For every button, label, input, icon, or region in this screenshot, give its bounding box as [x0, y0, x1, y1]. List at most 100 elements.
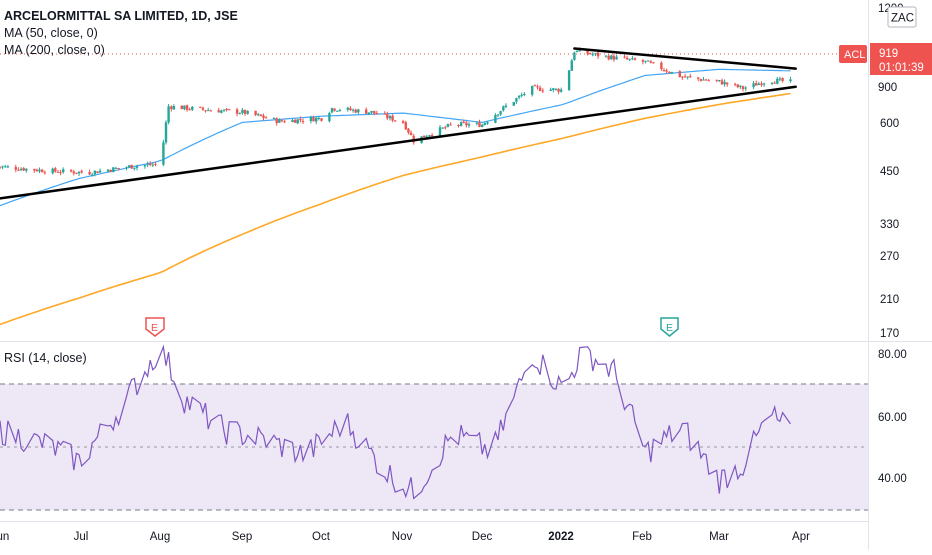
candle-body [776, 78, 779, 84]
candle-body [704, 79, 708, 81]
candle [496, 114, 500, 118]
symbol-title[interactable]: ARCELORMITTAL SA LIMITED, 1D, JSE [4, 9, 238, 23]
candle-body [504, 105, 508, 107]
earnings-marker-1-label: E [151, 322, 158, 334]
x-tick-oct: Oct [312, 531, 331, 543]
candle [707, 78, 710, 82]
candle-body [549, 89, 552, 91]
rsi-legend[interactable]: RSI (14, close) [4, 351, 87, 365]
candle [133, 167, 136, 171]
candle [207, 107, 210, 112]
candle-body [320, 118, 323, 121]
candle [349, 106, 352, 111]
ma200-legend[interactable]: MA (200, close, 0) [4, 43, 105, 57]
candle-body [241, 110, 244, 113]
candle-body [133, 167, 136, 169]
candle-body [423, 135, 426, 138]
candle-body [607, 55, 610, 60]
candle [91, 172, 94, 177]
candle-body [752, 83, 755, 88]
candle [607, 54, 610, 61]
candle [573, 51, 576, 61]
candle-body [315, 117, 318, 122]
candle-body [262, 115, 265, 118]
candle-body [631, 58, 634, 60]
trendline-support[interactable] [0, 85, 797, 200]
candle [504, 103, 508, 109]
candle-body [246, 111, 249, 114]
rsi-line[interactable] [0, 344, 791, 500]
candle [623, 54, 626, 59]
candle [125, 166, 128, 171]
y-tick-450: 450 [880, 166, 899, 178]
candle-body [401, 121, 405, 123]
candle-body [404, 122, 407, 130]
candle [370, 110, 373, 114]
currency-badge[interactable] [887, 6, 917, 28]
ticker-badge [839, 45, 867, 63]
candle [367, 112, 371, 116]
candle [697, 77, 700, 82]
candle-body [594, 53, 597, 55]
candle [296, 119, 299, 125]
candle [549, 87, 552, 92]
candle [681, 76, 684, 80]
candle [425, 134, 428, 138]
candle-body [615, 56, 618, 60]
candle [106, 169, 110, 173]
candle-body [481, 124, 484, 127]
candle-body [391, 115, 394, 121]
y-tick-210: 210 [880, 294, 899, 306]
candle [330, 107, 334, 114]
candle-body [375, 113, 378, 115]
candle-body [778, 78, 782, 80]
earnings-marker-1[interactable]: E [145, 317, 165, 337]
candle [715, 79, 718, 83]
x-tick-apr: Apr [792, 531, 810, 543]
ma50-legend[interactable]: MA (50, close, 0) [4, 26, 98, 40]
candle-body [610, 55, 613, 60]
candle-body [259, 114, 263, 117]
candle [317, 116, 320, 121]
candle [143, 164, 147, 169]
candle-body [220, 110, 223, 113]
candle-body [660, 62, 663, 70]
candle-body [257, 114, 260, 116]
candle-body [222, 109, 226, 111]
candle-body [575, 50, 579, 52]
trendlines-layer[interactable] [0, 47, 797, 200]
candle-body [512, 102, 515, 106]
candle-body [723, 81, 726, 85]
candle-body [520, 94, 523, 96]
x-tick-jul: Jul [74, 531, 89, 543]
candle-body [188, 109, 191, 111]
candle [6, 164, 10, 169]
trendline-resistance[interactable] [573, 47, 797, 70]
ma200-line[interactable] [0, 92, 791, 326]
candle-body [272, 118, 276, 119]
candle [520, 92, 523, 98]
candle-body [56, 171, 60, 173]
candle-body [425, 136, 428, 138]
candle [628, 58, 631, 62]
candle-body [312, 117, 315, 122]
candle [641, 58, 645, 65]
candle [407, 128, 410, 135]
candle-body [428, 135, 431, 137]
candle-body [699, 79, 703, 81]
candle-body [741, 86, 745, 90]
candle-body [149, 163, 152, 165]
candle [222, 109, 226, 113]
candle [238, 112, 241, 115]
candle [591, 52, 594, 57]
candle [96, 171, 99, 174]
candle-body [370, 111, 373, 113]
rsi-tick-80: 80.00 [878, 349, 907, 361]
candle-body [309, 117, 313, 121]
y-tick-900: 900 [878, 82, 897, 94]
candle-body [125, 167, 128, 169]
candle [88, 169, 91, 176]
candle [164, 120, 168, 145]
earnings-marker-2[interactable]: E [660, 317, 679, 337]
